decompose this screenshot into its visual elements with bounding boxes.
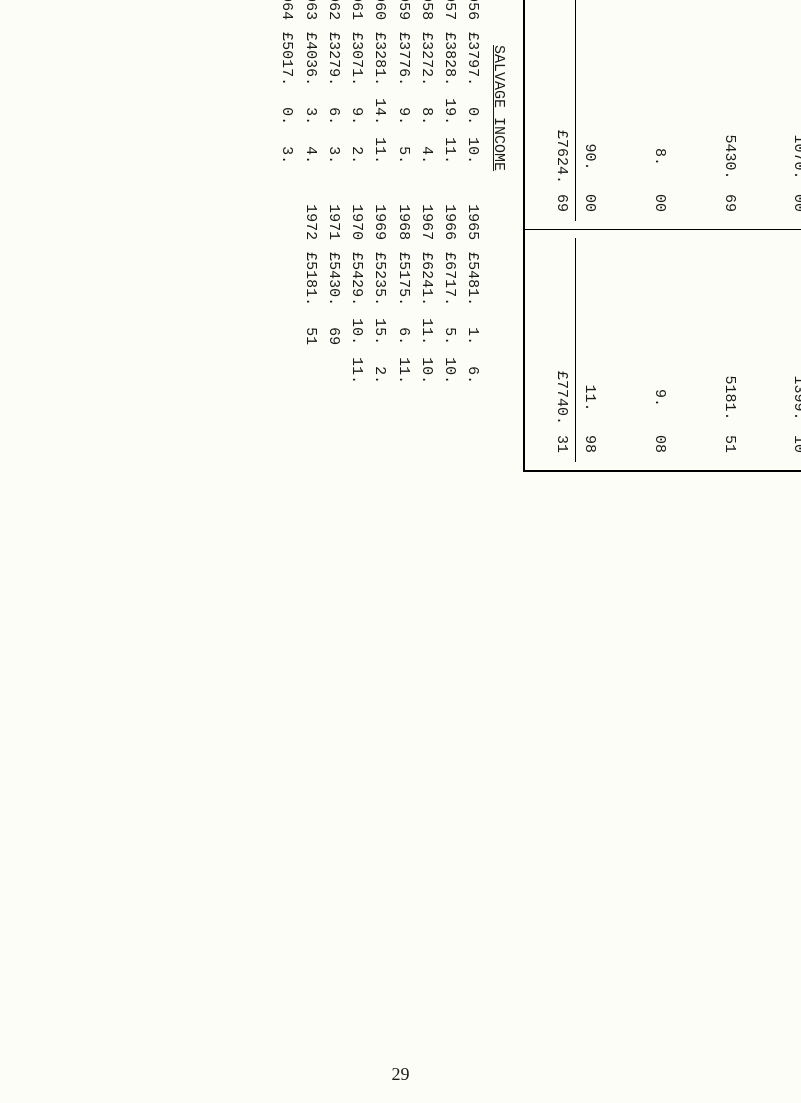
salvage-year: 1961 — [345, 0, 368, 26]
year2-values: 592.4.1.1138.64. 1399.10 5181.51 9.08 11… — [525, 230, 801, 470]
salvage-pence: 4. — [415, 131, 438, 170]
salvage-pence: 10. — [461, 131, 484, 170]
salvage-row: 1967£6241.11.10. — [415, 198, 438, 390]
salvage-year: 1958 — [415, 0, 438, 26]
salvage-year: 1968 — [391, 198, 414, 246]
salvage-year: 1959 — [391, 0, 414, 26]
salvage-year: 1962 — [322, 0, 345, 26]
salvage-pounds: £3272. — [415, 26, 438, 92]
salvage-pence: 11. — [438, 131, 461, 170]
salvage-pounds: £3776. — [391, 26, 414, 92]
salvage-pounds: £3279. — [322, 26, 345, 92]
salvage-pounds: £5430. — [322, 246, 345, 312]
salvage-pounds: £5481. — [461, 246, 484, 312]
salvage-year: 1972 — [298, 198, 321, 246]
salvage-shillings: 9. — [391, 92, 414, 131]
salvage-pounds: £3797. — [461, 26, 484, 92]
table-body: REFUSE COLLECTION: Trade Refuse Charges … — [525, 0, 801, 470]
salvage-pounds: £3071. — [345, 26, 368, 92]
salvage-row: 1969£5235.15.2. — [368, 198, 391, 390]
salvage-pounds: £5181. — [298, 246, 321, 312]
salvage-columns: 1947£1098.2.7.1948£1211.13.10.1949£1404.… — [275, 0, 484, 751]
salvage-row: 1963£4036.3.4. — [298, 0, 321, 170]
salvage-block: SALVAGE INCOME 1947£1098.2.7.1948£1211.1… — [275, 0, 507, 751]
salvage-row: 1964£5017.0.3. — [275, 0, 298, 170]
salvage-year: 1969 — [368, 198, 391, 246]
salvage-pence: 3. — [322, 131, 345, 170]
salvage-row: 1957£3828.19.11. — [438, 0, 461, 170]
salvage-pounds: £5175. — [391, 246, 414, 312]
salvage-pence — [298, 351, 321, 390]
salvage-year: 1963 — [298, 0, 321, 26]
salvage-row: 1960£3281.14.11. — [368, 0, 391, 170]
salvage-year: 1960 — [368, 0, 391, 26]
salvage-row: 1970£5429.10.11. — [345, 198, 368, 390]
salvage-column: 1965£5481.1.6.1966£6717.5.10.1967£6241.1… — [275, 198, 484, 390]
salvage-pence: 11. — [391, 351, 414, 390]
salvage-shillings: 10. — [345, 312, 368, 351]
salvage-shillings: 1. — [461, 312, 484, 351]
salvage-shillings: 19. — [438, 92, 461, 131]
salvage-year: 1965 — [461, 198, 484, 246]
salvage-shillings: 0. — [275, 92, 298, 131]
salvage-pence — [322, 351, 345, 390]
page-number: 29 — [392, 1064, 410, 1085]
salvage-shillings: 9. — [345, 92, 368, 131]
salvage-title: SALVAGE INCOME — [490, 0, 507, 458]
salvage-pounds: £5429. — [345, 246, 368, 312]
salvage-row: 1962£3279.6.3. — [322, 0, 345, 170]
page-content: DEPARTMENTAL INCOME Summarised below are… — [302, 0, 801, 801]
salvage-year: 1971 — [322, 198, 345, 246]
salvage-pence: 2. — [368, 351, 391, 390]
salvage-pounds: £5235. — [368, 246, 391, 312]
salvage-pounds: £6241. — [415, 246, 438, 312]
salvage-row: 1959£3776.9.5. — [391, 0, 414, 170]
salvage-row: 1956£3797.0.10. — [461, 0, 484, 170]
salvage-pounds: £3281. — [368, 26, 391, 92]
salvage-pounds: £5017. — [275, 26, 298, 92]
salvage-shillings: 11. — [415, 312, 438, 351]
salvage-shillings: 15. — [368, 312, 391, 351]
salvage-pence: 6. — [461, 351, 484, 390]
salvage-year: 1970 — [345, 198, 368, 246]
salvage-shillings: 6. — [391, 312, 414, 351]
salvage-year: 1966 — [438, 198, 461, 246]
salvage-pence: 3. — [275, 131, 298, 170]
salvage-pence: 4. — [298, 131, 321, 170]
salvage-pounds: £3828. — [438, 26, 461, 92]
salvage-pence: 10. — [415, 351, 438, 390]
salvage-shillings: 8. — [415, 92, 438, 131]
salvage-row: 1972£5181.51 — [298, 198, 321, 390]
salvage-row: 1968£5175.6.11. — [391, 198, 414, 390]
salvage-column: 1956£3797.0.10.1957£3828.19.11.1958£3272… — [275, 0, 484, 170]
salvage-pence: 11. — [368, 131, 391, 170]
salvage-year: 1957 — [438, 0, 461, 26]
salvage-shillings: 3. — [298, 92, 321, 131]
salvage-shillings: 6. — [322, 92, 345, 131]
salvage-pence: 10. — [438, 351, 461, 390]
salvage-pence: 11. — [345, 351, 368, 390]
salvage-row: 1966£6717.5.10. — [438, 198, 461, 390]
salvage-row: 1958£3272.8.4. — [415, 0, 438, 170]
income-table: Year ending 31st March 1971 T. c. q. £. … — [523, 0, 801, 472]
salvage-pence: 5. — [391, 131, 414, 170]
salvage-year: 1964 — [275, 0, 298, 26]
salvage-pounds: £4036. — [298, 26, 321, 92]
salvage-shillings: 51 — [298, 312, 321, 351]
salvage-row: 1971£5430.69 — [322, 198, 345, 390]
salvage-shillings: 69 — [322, 312, 345, 351]
salvage-year: 1967 — [415, 198, 438, 246]
year1-values: 612.8.3.1026.00. 1070.00 5430.69 8.00 90… — [525, 0, 801, 230]
salvage-shillings: 5. — [438, 312, 461, 351]
salvage-pence: 2. — [345, 131, 368, 170]
salvage-shillings: 0. — [461, 92, 484, 131]
salvage-pounds: £6717. — [438, 246, 461, 312]
salvage-year: 1956 — [461, 0, 484, 26]
salvage-shillings: 14. — [368, 92, 391, 131]
salvage-row: 1965£5481.1.6. — [461, 198, 484, 390]
salvage-row: 1961£3071.9.2. — [345, 0, 368, 170]
